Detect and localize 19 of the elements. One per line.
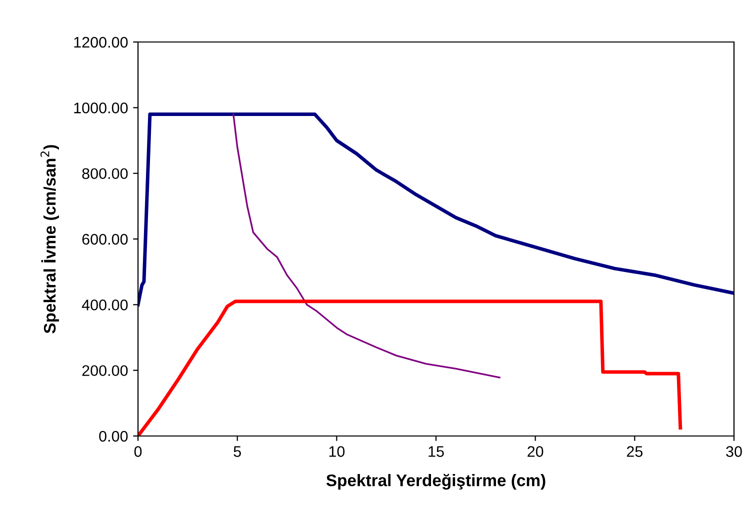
- x-tick-label: 30: [726, 446, 742, 457]
- x-tick-label: 15: [428, 446, 444, 457]
- x-tick-label: 10: [329, 446, 345, 457]
- y-axis-title: Spektral İvme (cm/san$^{2}$): [40, 145, 59, 334]
- y-tick-label: 800.00: [82, 168, 128, 180]
- line-series: [138, 112, 734, 306]
- y-tick-label: 0.00: [99, 430, 128, 442]
- y-tick-label: 1200.00: [74, 36, 128, 48]
- y-tick-label: 200.00: [82, 365, 128, 376]
- x-tick-label: 25: [626, 446, 643, 457]
- x-tick-label: 0: [134, 446, 142, 457]
- x-axis-title: Spektral Yerdeğiştirme (cm): [326, 474, 546, 490]
- x-tick-label: 20: [528, 446, 544, 457]
- y-tick-label: 600.00: [82, 234, 128, 245]
- y-tick-label: 400.00: [82, 300, 128, 310]
- y-tick-label: 1000.00: [74, 102, 128, 114]
- line-series: [138, 300, 682, 436]
- line-series: [232, 113, 500, 378]
- x-tick-label: 5: [234, 446, 241, 457]
